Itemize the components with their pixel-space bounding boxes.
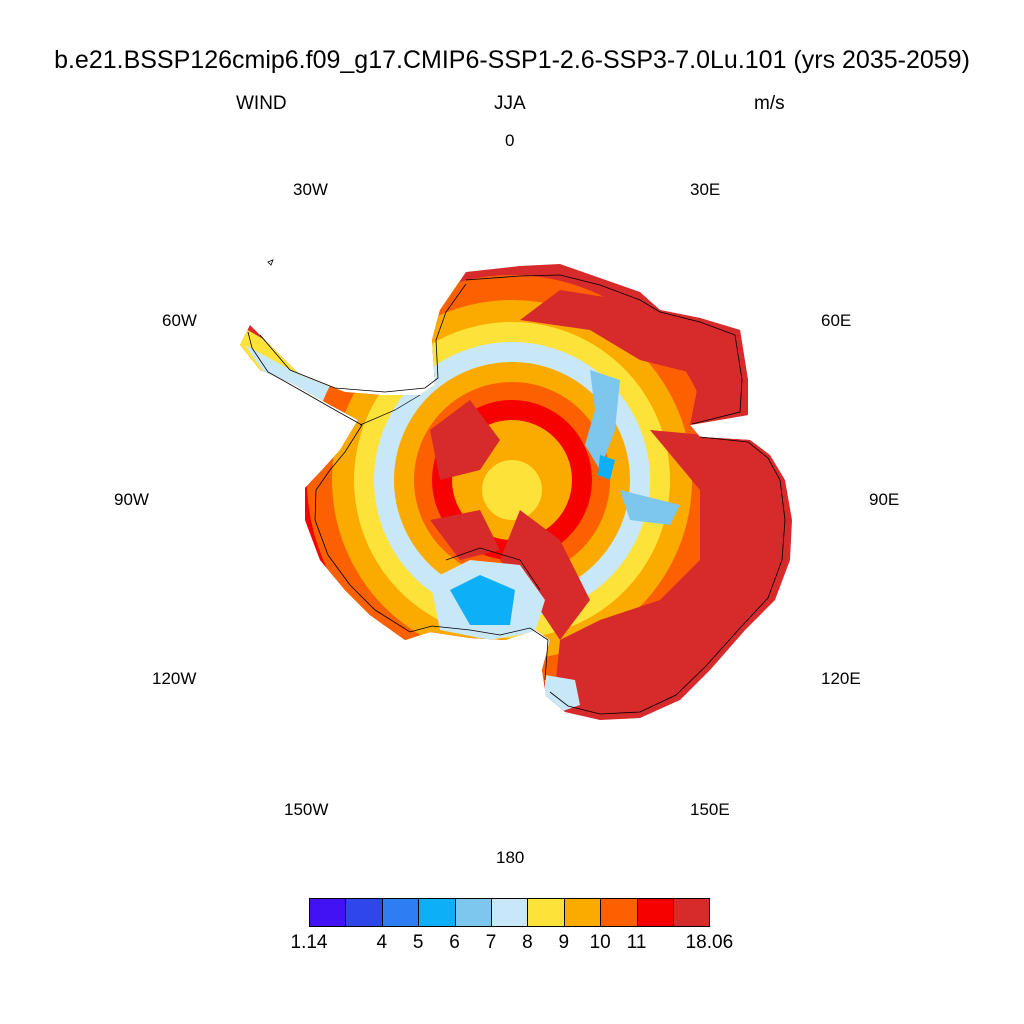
lon-label-90w: 90W xyxy=(114,490,149,509)
colorbar-label: 1.14 xyxy=(290,932,328,953)
wind-field xyxy=(240,264,792,720)
colorbar-label: 6 xyxy=(449,932,460,953)
colorbar-label: 11 xyxy=(626,932,647,953)
colorbar-swatch xyxy=(381,898,420,927)
colorbar-label: 5 xyxy=(412,932,424,953)
colorbar-swatch xyxy=(673,898,711,927)
colorbar-label: 4 xyxy=(376,932,388,953)
colorbar-swatch xyxy=(527,898,565,927)
colorbar-swatch xyxy=(600,898,638,927)
wind-band-west-arm xyxy=(430,400,500,480)
colorbar-label: 7 xyxy=(485,932,497,953)
lon-label-0: 0 xyxy=(505,131,515,150)
colorbar-swatch xyxy=(563,898,602,927)
variable-label: WIND xyxy=(236,93,287,114)
wind-patch-victoria xyxy=(545,675,580,712)
island-outline xyxy=(267,259,274,266)
lon-label-150e: 150E xyxy=(690,800,730,819)
lon-label-120e: 120E xyxy=(821,669,861,688)
plot-title: b.e21.BSSP126cmip6.f09_g17.CMIP6-SSP1-2.… xyxy=(54,46,970,74)
wind-band-southwest-arm xyxy=(430,510,500,560)
wind-band-south-arm xyxy=(500,510,590,640)
lon-label-30w: 30W xyxy=(293,180,328,199)
lon-label-120w: 120W xyxy=(152,669,197,688)
units-label: m/s xyxy=(754,93,785,114)
colorbar-swatch xyxy=(636,898,674,927)
wind-patch-plateau-c xyxy=(620,490,680,525)
lon-label-90e: 90E xyxy=(869,490,900,509)
wind-band-east-north xyxy=(520,290,750,440)
colorbar-swatch xyxy=(454,898,492,927)
colorbar-swatch xyxy=(309,898,347,927)
colorbar-swatch xyxy=(345,898,383,927)
colorbar-label: 8 xyxy=(522,932,533,953)
wind-patch-plateau-a xyxy=(585,370,620,470)
wind-band-ross xyxy=(450,575,515,625)
coastline xyxy=(247,274,786,715)
colorbar-label: 18.06 xyxy=(685,932,734,953)
lon-label-60w: 60W xyxy=(162,311,197,330)
lon-label-150w: 150W xyxy=(284,800,329,819)
colorbar-label: 10 xyxy=(589,932,611,953)
lon-label-30e: 30E xyxy=(690,180,721,199)
colorbar-swatch xyxy=(418,898,456,927)
wind-patch-plateau-b xyxy=(598,455,615,480)
lon-label-60e: 60E xyxy=(821,311,852,330)
lon-label-180: 180 xyxy=(496,848,525,867)
colorbar-label: 9 xyxy=(558,932,570,953)
grounding-line xyxy=(359,394,541,591)
season-label: JJA xyxy=(494,93,526,114)
colorbar-swatch xyxy=(491,898,529,927)
